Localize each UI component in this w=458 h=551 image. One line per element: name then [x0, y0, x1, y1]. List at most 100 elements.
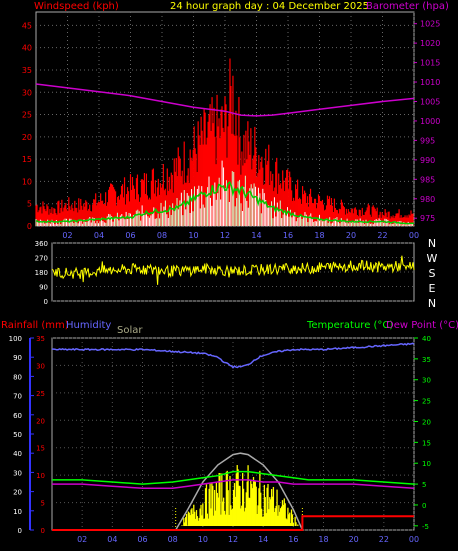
wind-x-tick: 18: [314, 231, 324, 240]
compass-label: W: [427, 252, 438, 265]
humidity-line: [52, 342, 415, 369]
compass-label: S: [429, 267, 436, 280]
temperature-line: [52, 470, 415, 485]
humidity-y-tick: 40: [13, 450, 22, 458]
climate-x-tick: 14: [258, 535, 268, 544]
baro-y-tick: 1000: [420, 117, 440, 126]
rainfall-line: [52, 515, 414, 531]
rain-y-tick: 5: [41, 500, 45, 508]
rain-y-tick: 0: [41, 527, 45, 535]
compass-label: N: [428, 237, 436, 250]
wind-y-tick: 35: [22, 66, 32, 75]
climate-x-tick: 20: [349, 535, 359, 544]
temp-y-tick: 0: [422, 502, 426, 510]
baro-y-tick: 1005: [420, 97, 440, 106]
humidity-y-tick: 20: [13, 489, 22, 497]
wind-x-tick: 00: [409, 231, 419, 240]
wind-y-tick: 25: [22, 111, 32, 120]
temp-y-tick: 30: [422, 377, 431, 385]
humidity-y-tick: 80: [13, 373, 22, 381]
rain-y-tick: 15: [36, 445, 45, 453]
climate-x-tick: 06: [137, 535, 147, 544]
climate-x-tick: 04: [107, 535, 117, 544]
temp-y-tick: 5: [422, 481, 426, 489]
compass-label: N: [428, 297, 436, 310]
wind-y-tick: 10: [22, 177, 32, 186]
temp-y-tick: 10: [422, 460, 431, 468]
wind-x-tick: 02: [62, 231, 72, 240]
dir-y-tick: 270: [35, 255, 48, 263]
rain-axis-label: Rainfall (mm): [1, 320, 69, 331]
climate-x-tick: 02: [77, 535, 87, 544]
wind-average-line: [35, 181, 415, 225]
rain-y-tick: 25: [36, 390, 45, 398]
climate-x-tick: 00: [409, 535, 419, 544]
climate-x-tick: 22: [379, 535, 389, 544]
wind-direction-line: [51, 255, 415, 285]
baro-y-tick: 1025: [420, 20, 440, 29]
wind-x-tick: 12: [220, 231, 230, 240]
wind-x-tick: 06: [125, 231, 135, 240]
humidity-y-tick: 70: [13, 393, 22, 401]
temperature-axis-label: Temperature (°C): [306, 320, 393, 331]
wind-x-tick: 20: [346, 231, 356, 240]
climate-x-tick: 12: [228, 535, 238, 544]
temp-y-tick: 15: [422, 439, 431, 447]
climate-x-tick: 08: [168, 535, 178, 544]
baro-y-tick: 990: [420, 156, 435, 165]
wind-y-tick: 15: [22, 155, 32, 164]
temp-y-tick: -5: [422, 523, 429, 531]
baro-y-tick: 1020: [420, 39, 440, 48]
baro-y-tick: 985: [420, 175, 435, 184]
baro-y-tick: 1010: [420, 78, 440, 87]
baro-y-tick: 975: [420, 214, 435, 223]
baro-axis-label: Barometer (hpa): [366, 1, 449, 12]
climate-x-tick: 18: [318, 535, 328, 544]
dir-y-tick: 90: [39, 284, 48, 292]
dir-y-tick: 180: [35, 269, 48, 277]
wind-x-tick: 04: [94, 231, 104, 240]
solar-axis-label: Solar: [117, 325, 143, 336]
temp-y-tick: 35: [422, 356, 431, 364]
rain-y-tick: 10: [36, 472, 45, 480]
wind-x-tick: 08: [157, 231, 167, 240]
baro-y-tick: 980: [420, 195, 435, 204]
wind-y-tick: 20: [22, 133, 32, 142]
rain-y-tick: 35: [36, 335, 45, 343]
temp-y-tick: 40: [422, 335, 431, 343]
wind-y-tick: 45: [22, 21, 32, 30]
wind-y-tick: 5: [27, 200, 32, 209]
temp-y-tick: 25: [422, 398, 431, 406]
wind-x-tick: 16: [283, 231, 293, 240]
humidity-y-tick: 100: [9, 335, 22, 343]
wind-y-tick: 0: [27, 222, 32, 231]
humidity-axis-label: Humidity: [66, 320, 111, 331]
barometer-line: [35, 83, 415, 117]
temp-y-tick: 20: [422, 418, 431, 426]
wind-x-tick: 10: [188, 231, 198, 240]
baro-y-tick: 1015: [420, 59, 440, 68]
humidity-y-tick: 30: [13, 469, 22, 477]
humidity-y-tick: 10: [13, 508, 22, 516]
compass-label: E: [429, 282, 436, 295]
rain-y-tick: 20: [36, 417, 45, 425]
humidity-y-tick: 50: [13, 431, 22, 439]
wind-axis-label: Windspeed (kph): [34, 1, 119, 12]
wind-x-tick: 22: [377, 231, 387, 240]
humidity-y-tick: 60: [13, 412, 22, 420]
solar-max-line: [175, 452, 304, 531]
baro-y-tick: 995: [420, 136, 435, 145]
climate-x-tick: 10: [198, 535, 208, 544]
climate-x-tick: 16: [288, 535, 298, 544]
wind-y-tick: 40: [22, 44, 32, 53]
humidity-y-tick: 90: [13, 354, 22, 362]
humidity-y-tick: 0: [18, 527, 22, 535]
dir-y-tick: 0: [44, 298, 48, 306]
wind-x-tick: 14: [251, 231, 261, 240]
wind-y-tick: 30: [22, 88, 32, 97]
dewpoint-axis-label: Dew Point (°C): [386, 320, 458, 331]
graph-title: 24 hour graph day : 04 December 2025: [170, 1, 369, 12]
rain-y-tick: 30: [36, 362, 45, 370]
dir-y-tick: 360: [35, 240, 48, 248]
